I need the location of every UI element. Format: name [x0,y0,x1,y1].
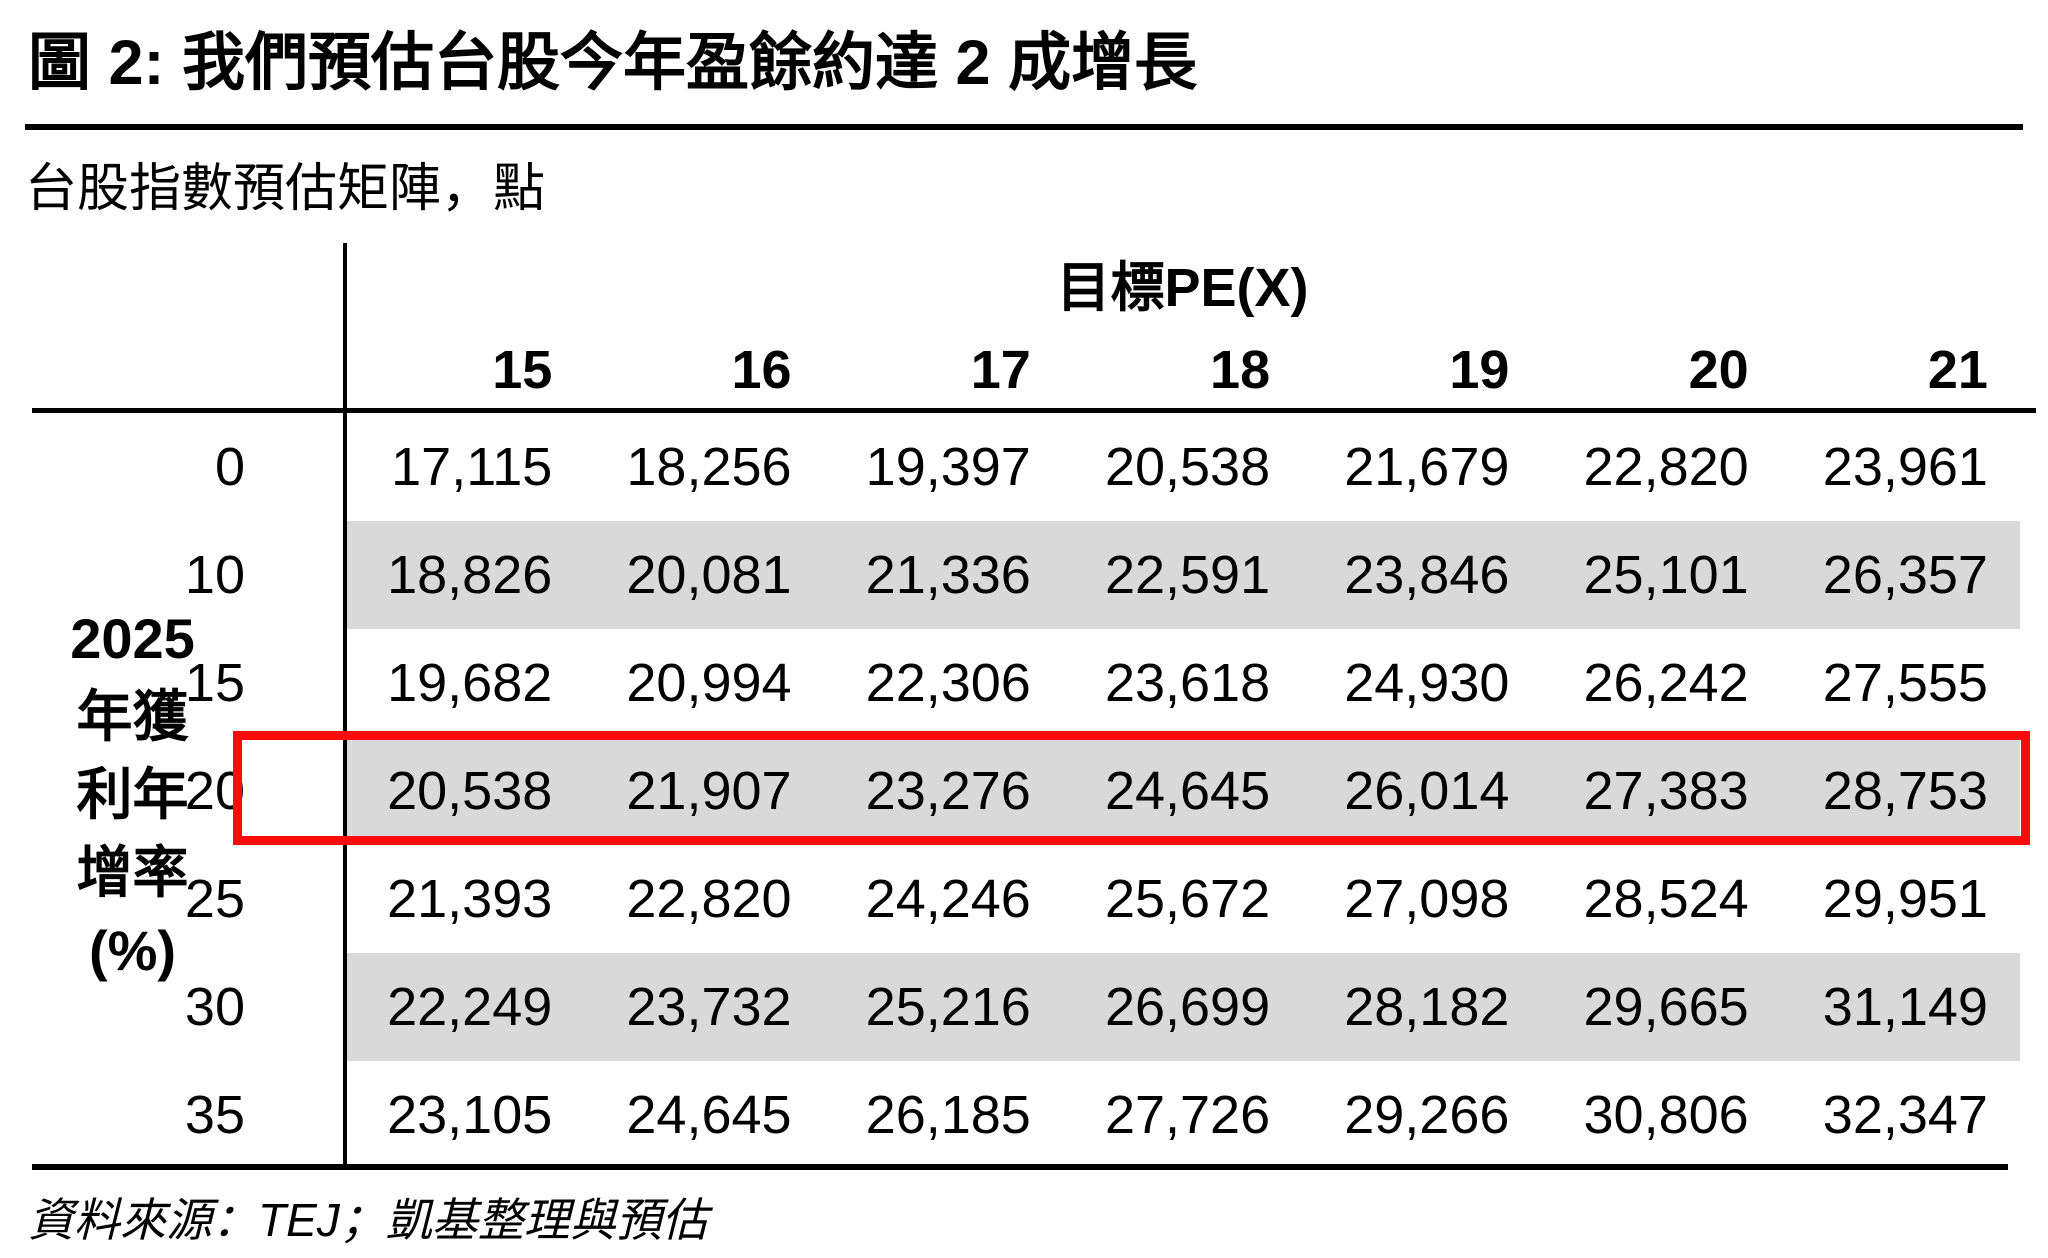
table-cell: 23,105 [387,1085,553,1145]
table-cell: 20,538 [345,737,585,845]
table-cell: 24,645 [626,1085,792,1145]
corner-cell [0,325,345,413]
row-header: 0 [214,437,245,497]
table-cell: 21,907 [584,737,824,845]
column-header-row: 15 16 17 18 19 20 21 [0,325,2020,413]
row-axis-label-line: (%) [88,919,177,982]
column-axis-label: 目標PE(X) [1056,258,1309,318]
table-cell: 29,951 [1822,869,1988,929]
table-cell: 24,930 [1344,653,1510,713]
row-axis-label-line: 年獲 [76,685,189,748]
table-cell: 28,182 [1302,953,1542,1061]
row-axis-label-line: 2025 [70,607,195,670]
table-cell: 20,538 [1104,437,1271,497]
table-cell: 29,266 [1344,1085,1510,1145]
table-cell: 19,397 [865,437,1031,497]
table-cell: 27,098 [1344,869,1510,929]
source-note: 資料來源：TEJ；凱基整理與預估 [28,1194,708,1246]
table-row: 30 22,249 23,732 25,216 26,699 28,182 29… [0,953,2020,1061]
table-cell: 21,679 [1344,437,1510,497]
table-cell: 25,216 [823,953,1063,1061]
figure-title: 圖 2: 我們預估台股今年盈餘約達 2 成增長 [28,28,1198,98]
table-cell: 22,591 [1062,521,1303,629]
table-cell: 23,846 [1302,521,1542,629]
highlight-box [233,731,2030,845]
table-cell: 25,672 [1104,869,1271,929]
table-cell: 26,185 [865,1085,1031,1145]
table-cell: 32,347 [1822,1085,1988,1145]
col-header: 21 [1927,340,1988,400]
table-cell: 21,393 [387,869,553,929]
title-divider [25,124,2023,130]
table-cell: 20,081 [584,521,824,629]
row-header: 25 [184,869,245,929]
table-cell: 23,276 [823,737,1063,845]
table-cell: 28,524 [1583,869,1749,929]
table-cell: 26,357 [1780,521,2020,629]
table-row-highlighted: 20 20,538 21,907 23,276 24,645 26,014 27… [0,737,2020,845]
col-header: 18 [1210,340,1271,400]
table-row: 35 23,105 24,645 26,185 27,726 29,266 30… [0,1061,2020,1169]
row-axis-label-line: 利年 [76,763,189,826]
col-header: 15 [492,340,553,400]
table-cell: 24,246 [865,869,1031,929]
table-cell: 26,699 [1062,953,1303,1061]
table-cell: 25,101 [1541,521,1781,629]
col-header: 17 [970,340,1031,400]
row-axis-label-line: 增率 [76,841,189,904]
row-header: 15 [184,653,245,713]
table-row: 25 21,393 22,820 24,246 25,672 27,098 28… [0,845,2020,953]
row-header: 30 [184,977,245,1037]
column-axis-row: 目標PE(X) [0,240,2020,325]
pe-matrix-table: 目標PE(X) 15 16 17 18 19 20 21 0 17,115 18… [0,240,2020,1169]
table-cell: 19,682 [387,653,553,713]
header-divider [32,408,2036,413]
table-cell: 18,826 [345,521,585,629]
table-cell: 18,256 [626,437,792,497]
bottom-divider [32,1164,2008,1170]
table-cell: 26,242 [1583,653,1749,713]
vertical-divider [343,243,347,1164]
row-axis-label: 2025 年獲 利年 增率 (%) [30,600,235,990]
table-cell: 28,753 [1780,737,2020,845]
table-cell: 23,618 [1104,653,1271,713]
table-cell: 26,014 [1302,737,1542,845]
col-header: 20 [1688,340,1749,400]
row-header: 35 [184,1085,245,1145]
table-cell: 20,994 [626,653,792,713]
col-header: 19 [1449,340,1510,400]
table-cell: 21,336 [823,521,1063,629]
figure-subtitle: 台股指數預估矩陣，點 [25,160,546,218]
table-row: 15 19,682 20,994 22,306 23,618 24,930 26… [0,629,2020,737]
col-header: 16 [731,340,792,400]
table-cell: 27,726 [1104,1085,1271,1145]
table-cell: 22,306 [865,653,1031,713]
table-cell: 22,820 [1583,437,1749,497]
table-cell: 22,820 [626,869,792,929]
table-cell: 23,732 [584,953,824,1061]
table-cell: 29,665 [1541,953,1781,1061]
table-cell: 27,383 [1541,737,1781,845]
table-row: 10 18,826 20,081 21,336 22,591 23,846 25… [0,521,2020,629]
table-cell: 27,555 [1822,653,1988,713]
row-header: 10 [184,545,245,605]
table-cell: 22,249 [345,953,585,1061]
table-cell: 31,149 [1780,953,2020,1061]
table-cell: 24,645 [1062,737,1303,845]
table-cell: 17,115 [391,437,553,497]
table-row: 0 17,115 18,256 19,397 20,538 21,679 22,… [0,413,2020,521]
table-cell: 30,806 [1583,1085,1749,1145]
table-cell: 23,961 [1822,437,1988,497]
